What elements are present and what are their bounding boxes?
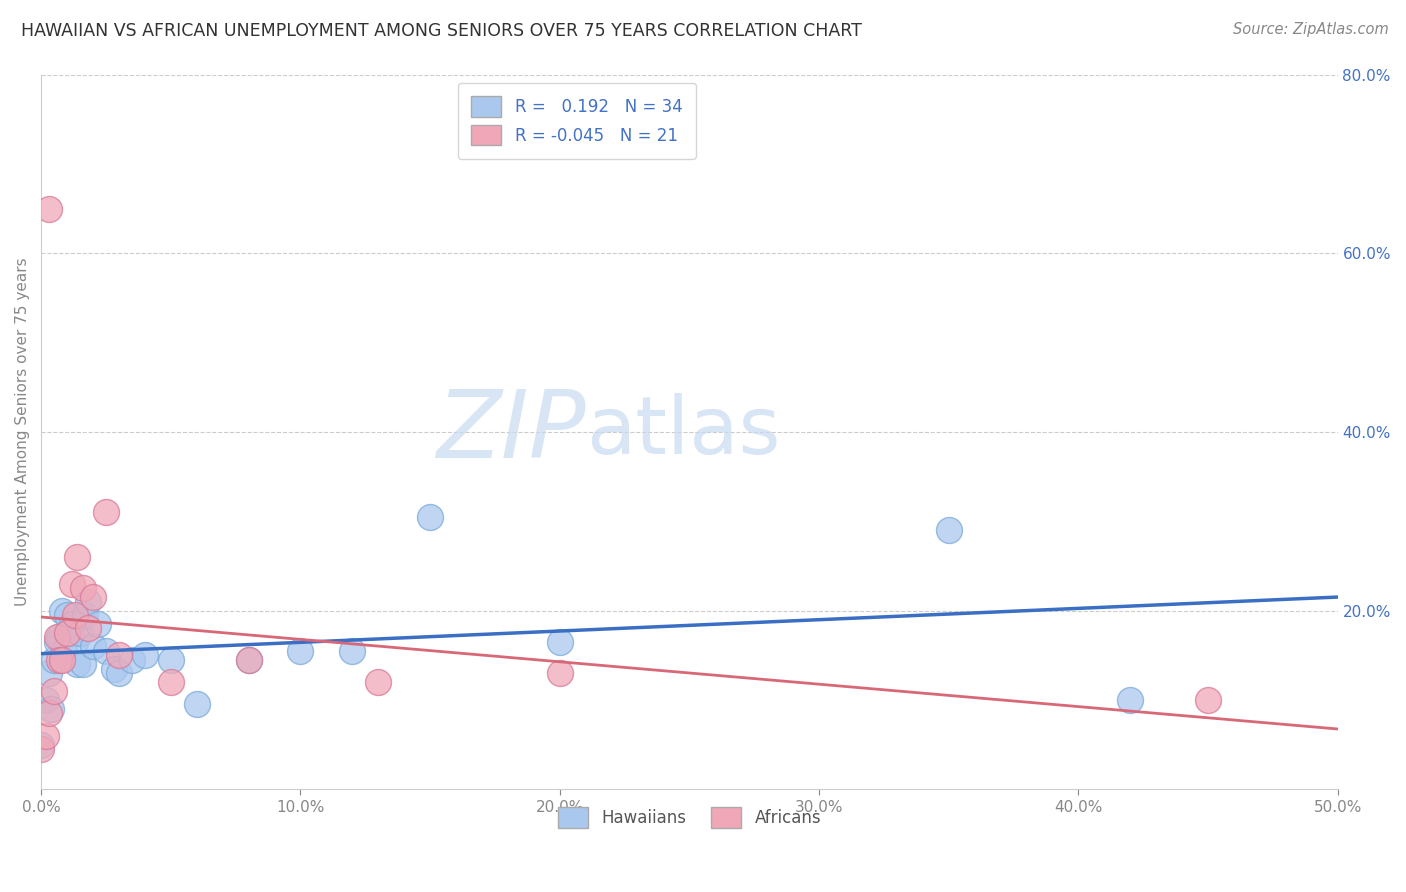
Point: [76, 594, 98, 608]
Point: [38, 706, 60, 721]
Point: [45, 635, 67, 649]
Point: [159, 653, 181, 667]
Point: [938, 523, 960, 537]
Point: [41, 702, 63, 716]
Point: [30, 742, 52, 756]
Text: atlas: atlas: [586, 392, 780, 471]
Text: Source: ZipAtlas.com: Source: ZipAtlas.com: [1233, 22, 1389, 37]
Point: [94, 644, 117, 658]
Point: [238, 653, 260, 667]
Text: ZIP: ZIP: [436, 386, 586, 477]
Text: HAWAIIAN VS AFRICAN UNEMPLOYMENT AMONG SENIORS OVER 75 YEARS CORRELATION CHART: HAWAIIAN VS AFRICAN UNEMPLOYMENT AMONG S…: [21, 22, 862, 40]
Point: [42, 653, 65, 667]
Point: [72, 657, 94, 672]
Point: [82, 640, 104, 654]
Point: [48, 631, 70, 645]
Point: [75, 607, 97, 622]
Point: [63, 607, 86, 622]
Point: [51, 603, 73, 617]
Point: [82, 590, 104, 604]
Point: [51, 653, 73, 667]
Point: [53, 644, 76, 658]
Point: [1197, 693, 1219, 707]
Point: [45, 631, 67, 645]
Point: [69, 626, 91, 640]
Point: [367, 675, 389, 690]
Point: [30, 738, 52, 752]
Point: [76, 621, 98, 635]
Point: [63, 635, 86, 649]
Point: [108, 666, 131, 681]
Point: [60, 576, 83, 591]
Point: [290, 644, 312, 658]
Point: [108, 648, 131, 663]
Point: [35, 693, 58, 707]
Point: [121, 653, 143, 667]
Point: [60, 616, 83, 631]
Point: [66, 657, 89, 672]
Y-axis label: Unemployment Among Seniors over 75 years: Unemployment Among Seniors over 75 years: [15, 258, 30, 607]
Point: [56, 626, 79, 640]
Point: [548, 666, 571, 681]
Point: [42, 684, 65, 698]
Point: [94, 505, 117, 519]
Point: [38, 202, 60, 216]
Point: [59, 626, 82, 640]
Point: [419, 509, 441, 524]
Point: [548, 635, 571, 649]
Point: [38, 666, 60, 681]
Point: [87, 616, 110, 631]
Point: [159, 675, 181, 690]
Point: [238, 653, 260, 667]
Point: [56, 607, 79, 622]
Point: [134, 648, 156, 663]
Point: [66, 549, 89, 564]
Legend: Hawaiians, Africans: Hawaiians, Africans: [551, 801, 828, 835]
Point: [1119, 693, 1142, 707]
Point: [48, 653, 70, 667]
Point: [186, 698, 208, 712]
Point: [103, 662, 125, 676]
Point: [72, 581, 94, 595]
Point: [35, 729, 58, 743]
Point: [342, 644, 364, 658]
